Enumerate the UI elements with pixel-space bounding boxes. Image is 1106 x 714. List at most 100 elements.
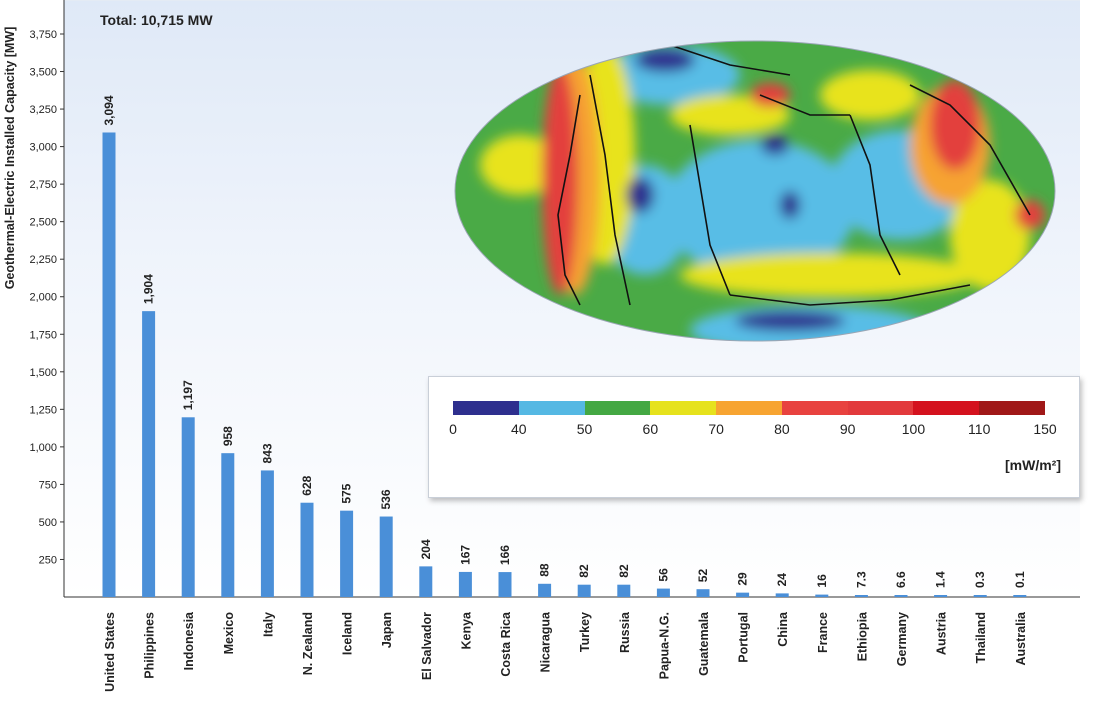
x-category-label: Kenya — [459, 611, 473, 650]
legend-color-segment — [781, 401, 848, 415]
x-category-label: El Salvador — [420, 612, 434, 680]
legend-tick-label: 0 — [449, 421, 457, 437]
x-category-label: Germany — [895, 612, 909, 666]
y-tick-label: 1,750 — [29, 329, 57, 341]
legend-tick-label: 110 — [968, 421, 991, 437]
x-category-label: France — [816, 612, 830, 653]
x-category-label: Japan — [380, 612, 394, 648]
x-category-label: Philippines — [143, 612, 157, 679]
legend-color-segment — [650, 401, 717, 415]
x-category-label: China — [776, 611, 790, 647]
bar — [973, 595, 987, 597]
bar-value-label: 24 — [775, 573, 789, 587]
bar — [815, 594, 829, 597]
y-axis-title: Geothermal-Electric Installed Capacity [… — [3, 27, 17, 290]
x-category-label: Nicaragua — [539, 611, 553, 672]
bar-value-label: 0.3 — [973, 571, 987, 588]
bar — [300, 502, 314, 597]
bar — [181, 417, 195, 597]
y-tick-label: 1,250 — [29, 404, 57, 416]
bar — [696, 589, 710, 597]
x-category-label: N. Zealand — [301, 612, 315, 675]
y-tick-label: 2,500 — [29, 217, 57, 229]
legend-tick-label: 100 — [901, 421, 926, 437]
bar-value-label: 3,094 — [102, 95, 116, 125]
bar-value-label: 958 — [221, 426, 235, 446]
y-tick-label: 2,000 — [29, 292, 57, 304]
legend-tick-label: 50 — [576, 421, 593, 437]
y-tick-label: 1,500 — [29, 367, 57, 379]
bar-value-label: 1,904 — [142, 274, 156, 304]
bar — [221, 453, 235, 597]
bar — [340, 510, 354, 597]
bar — [656, 588, 670, 597]
y-tick-label: 750 — [39, 479, 57, 491]
bar-value-label: 1,197 — [181, 380, 195, 410]
bar — [498, 572, 512, 597]
x-category-label: Portugal — [737, 612, 751, 663]
bar-value-label: 56 — [656, 568, 670, 582]
x-category-label: Ethiopia — [855, 611, 869, 661]
bar — [736, 592, 750, 597]
x-category-label: Austria — [935, 611, 949, 655]
bars: 3,094 1,904 1,197 958 843 628 575 536 204 167 166 8… — [102, 95, 1027, 597]
bar — [1013, 595, 1027, 597]
legend-tick-label: 150 — [1033, 421, 1057, 437]
x-category-label: Guatemala — [697, 611, 711, 676]
total-capacity-label: Total: 10,715 MW — [100, 12, 213, 28]
legend-color-segment — [716, 401, 782, 415]
x-category-label: United States — [103, 612, 117, 692]
x-category-label: Mexico — [222, 612, 236, 655]
x-category-label: Italy — [261, 612, 275, 637]
legend-color-segment — [847, 401, 914, 415]
y-tick-label: 3,000 — [29, 142, 57, 154]
y-tick-label: 3,500 — [29, 67, 57, 79]
bar — [577, 584, 591, 597]
legend-color-segment — [518, 401, 585, 415]
bar — [102, 132, 116, 597]
bar-value-label: 82 — [577, 564, 591, 578]
y-tick-label: 2,250 — [29, 254, 57, 266]
x-axis-labels: United States Philippines Indonesia Mexico I… — [103, 611, 1028, 692]
legend-tick-label: 90 — [839, 421, 856, 437]
bar — [260, 470, 274, 597]
y-tick-label: 2,750 — [29, 179, 57, 191]
bar — [458, 571, 472, 597]
x-category-label: Turkey — [578, 612, 592, 652]
bar — [854, 595, 868, 597]
legend-tick-label: 70 — [708, 421, 724, 437]
bar — [538, 583, 552, 597]
bar-value-label: 52 — [696, 569, 710, 583]
bar-value-label: 1.4 — [934, 571, 948, 588]
y-tick-label: 500 — [39, 517, 57, 529]
heat-flow-legend: 0 40 50 60 70 80 90 100 110 150 [mW/m²] — [428, 376, 1080, 498]
bar-value-label: 536 — [379, 489, 393, 509]
bar — [419, 566, 433, 597]
bar-value-label: 29 — [736, 572, 750, 586]
color-scale-bar — [453, 401, 1046, 415]
bar-value-label: 88 — [538, 563, 552, 577]
bar-value-label: 204 — [419, 539, 433, 559]
bar — [775, 593, 789, 597]
bar-value-label: 82 — [617, 564, 631, 578]
x-category-label: Thailand — [974, 612, 988, 663]
legend-unit: [mW/m²] — [1005, 457, 1061, 473]
bar-value-label: 0.1 — [1013, 571, 1027, 588]
bar-value-label: 6.6 — [894, 571, 908, 588]
x-category-label: Russia — [618, 611, 632, 653]
legend-color-segment — [584, 401, 651, 415]
legend-color-segment — [453, 401, 519, 415]
legend-tick-label: 80 — [774, 421, 790, 437]
y-tick-label: 3,250 — [29, 104, 57, 116]
bar — [894, 595, 908, 597]
bar-value-label: 16 — [815, 574, 829, 588]
bar-value-label: 7.3 — [854, 571, 868, 588]
bar — [934, 595, 948, 597]
y-tick-label: 3,750 — [29, 29, 57, 41]
legend-tick-label: 40 — [510, 421, 527, 437]
x-category-label: Iceland — [341, 612, 355, 655]
bar — [379, 516, 393, 597]
x-category-label: Costa Rica — [499, 611, 513, 677]
y-tick-label: 250 — [39, 554, 57, 566]
